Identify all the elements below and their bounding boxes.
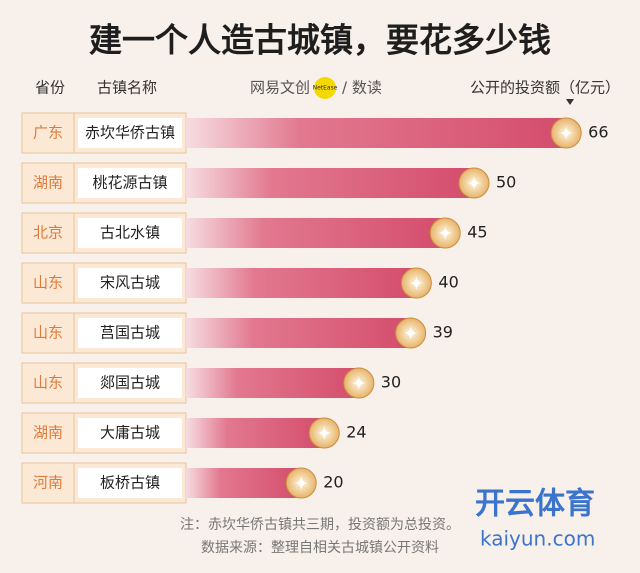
province-header: 省份 (35, 79, 65, 97)
province: 湖南 (33, 174, 63, 192)
bar (186, 468, 302, 498)
value-label: 40 (438, 273, 458, 292)
watermark-url: kaiyun.com (480, 527, 595, 551)
bar (186, 418, 325, 448)
category-label: 板桥古镇 (100, 474, 160, 492)
province: 北京 (33, 224, 63, 242)
province-box (21, 262, 75, 304)
coin-star (558, 125, 575, 141)
bar (186, 168, 474, 198)
arrow (566, 99, 574, 105)
province-box (21, 462, 75, 504)
coin-star (350, 375, 367, 391)
name-inner (78, 118, 182, 148)
bar (186, 318, 411, 348)
coin-star (316, 425, 333, 441)
name-inner (78, 318, 182, 348)
logo-badge-circle (314, 77, 336, 99)
province: 河南 (33, 474, 63, 492)
note: 注：赤坎华侨古镇共三期，投资额为总投资。 (180, 517, 460, 533)
name-inner (78, 468, 182, 498)
logo-badge: NetEase (313, 85, 338, 92)
province: 山东 (33, 274, 63, 292)
province: 湖南 (33, 424, 63, 442)
logo: 网易文创 (250, 79, 310, 97)
chart-title: 建一个人造古城镇，要花多少钱 (89, 21, 551, 60)
coin-star (402, 325, 419, 341)
bar (186, 218, 446, 248)
name-inner (78, 168, 182, 198)
province-box (21, 212, 75, 254)
category-label: 莒国古城 (100, 324, 160, 342)
province: 山东 (33, 324, 63, 342)
watermark: 开云体育 (475, 487, 595, 522)
coin-star (466, 175, 482, 191)
logo-suffix: / 数读 (342, 79, 382, 97)
name-inner (78, 268, 182, 298)
value-label: 30 (381, 373, 401, 392)
coin-star (437, 225, 454, 241)
category-label: 郯国古城 (100, 374, 160, 392)
name-inner (78, 368, 182, 398)
category-label: 桃花源古镇 (92, 174, 167, 192)
bar (186, 368, 359, 398)
province-box (21, 412, 75, 454)
source: 数据来源：整理自相关古城镇公开资料 (201, 540, 439, 556)
value-header: 公开的投资额（亿元） (470, 79, 620, 97)
province: 广东 (33, 124, 63, 142)
value-label: 24 (346, 423, 366, 442)
province: 山东 (33, 374, 63, 392)
bar (186, 118, 567, 148)
value-label: 50 (496, 173, 516, 192)
province-box (21, 112, 75, 154)
value-label: 45 (467, 223, 487, 242)
province-box (21, 162, 75, 204)
category-label: 宋风古城 (100, 274, 160, 292)
name-inner (78, 418, 182, 448)
province-box (21, 312, 75, 354)
category-label: 赤坎华侨古镇 (85, 124, 175, 142)
category-label: 大庸古城 (100, 424, 160, 442)
name-header: 古镇名称 (97, 79, 157, 97)
value-label: 20 (323, 473, 343, 492)
value-label: 39 (433, 323, 453, 342)
value-label: 66 (588, 123, 608, 142)
bar (186, 268, 417, 298)
category-label: 古北水镇 (100, 224, 160, 242)
coin-star (408, 275, 425, 291)
coin-star (293, 475, 310, 491)
name-inner (78, 218, 182, 248)
